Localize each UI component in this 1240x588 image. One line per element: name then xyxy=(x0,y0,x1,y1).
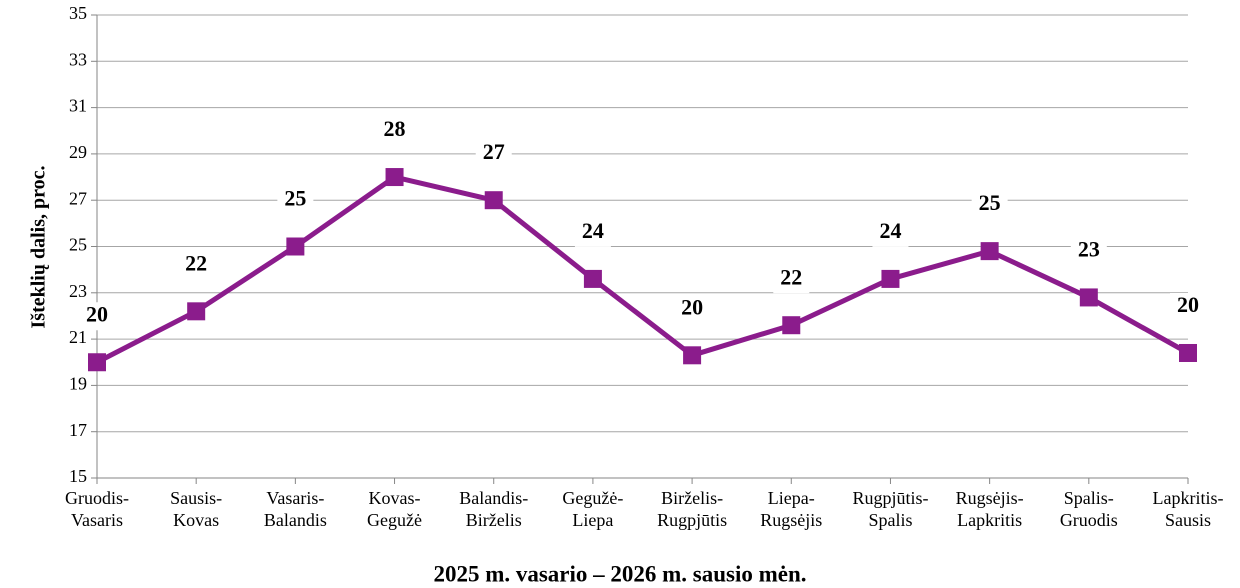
marker xyxy=(980,242,999,261)
data-label-bg xyxy=(674,295,711,324)
y-tick-label: 19 xyxy=(69,374,87,394)
x-tick-label: Balandis xyxy=(264,510,327,530)
data-label: 22 xyxy=(780,264,802,289)
x-tick-label: Rugsėjis xyxy=(760,510,822,530)
marker xyxy=(1079,288,1098,307)
data-label-bg xyxy=(178,251,215,280)
y-tick-label: 25 xyxy=(69,235,87,255)
data-label-bg xyxy=(1070,237,1107,266)
x-tick-label: Birželis- xyxy=(661,488,723,508)
x-tick-label: Liepa- xyxy=(768,488,815,508)
marker xyxy=(782,316,801,335)
data-label-bg xyxy=(1170,292,1206,321)
y-tick-label: 35 xyxy=(69,3,87,23)
y-tick-label: 31 xyxy=(69,96,87,116)
data-label: 23 xyxy=(1078,236,1100,261)
data-label: 20 xyxy=(681,294,703,319)
data-label-bg xyxy=(971,191,1008,220)
data-label-bg xyxy=(872,218,909,247)
marker xyxy=(286,237,305,256)
data-label: 20 xyxy=(86,301,108,326)
x-axis-title: 2025 m. vasario – 2026 m. sausio mėn. xyxy=(433,561,806,586)
x-tick-label: Rugpjūtis xyxy=(657,510,727,530)
data-label: 20 xyxy=(1177,292,1199,317)
x-tick-label: Gruodis- xyxy=(65,488,129,508)
y-tick-label: 23 xyxy=(69,281,87,301)
data-label-bg xyxy=(574,218,611,247)
x-tick-label: Kovas xyxy=(173,510,219,530)
y-tick-label: 17 xyxy=(69,420,87,440)
data-label-bg xyxy=(376,117,413,146)
data-label: 27 xyxy=(483,139,505,164)
data-label: 25 xyxy=(284,186,306,211)
marker xyxy=(187,302,206,321)
x-tick-label: Gruodis xyxy=(1060,510,1118,530)
x-tick-label: Birželis xyxy=(466,510,522,530)
marker xyxy=(484,191,503,210)
x-tick-label: Gegužė- xyxy=(562,488,623,508)
x-tick-label: Spalis- xyxy=(1064,488,1114,508)
data-label-bg xyxy=(475,140,512,169)
data-label: 28 xyxy=(384,116,406,141)
data-line xyxy=(95,174,1190,365)
x-tick-label: Balandis- xyxy=(459,488,528,508)
data-label-bg xyxy=(773,265,810,294)
x-tick-label: Sausis xyxy=(1165,510,1211,530)
x-tick-label: Lapkritis- xyxy=(1153,488,1224,508)
y-tick-label: 29 xyxy=(69,142,87,162)
y-tick-label: 33 xyxy=(69,49,87,69)
data-label: 24 xyxy=(582,218,604,243)
marker xyxy=(1179,343,1197,362)
data-label-bg xyxy=(79,302,115,331)
y-axis-title: Išteklių dalis, proc. xyxy=(28,166,50,329)
marker xyxy=(683,346,702,365)
x-tick-label: Sausis- xyxy=(170,488,222,508)
x-tick-label: Rugsėjis- xyxy=(956,488,1024,508)
x-tick-label: Spalis xyxy=(868,510,912,530)
x-tick-label: Kovas- xyxy=(369,488,421,508)
data-label: 22 xyxy=(185,250,207,275)
data-label-bg xyxy=(277,186,314,215)
y-tick-label: 15 xyxy=(69,466,87,486)
x-tick-label: Lapkritis xyxy=(957,510,1022,530)
marker xyxy=(881,269,900,288)
x-tick-label: Vasaris xyxy=(71,510,123,530)
marker xyxy=(88,353,106,372)
x-tick-label: Vasaris- xyxy=(266,488,324,508)
data-label: 24 xyxy=(879,218,901,243)
data-label: 25 xyxy=(979,190,1001,215)
x-tick-label: Gegužė xyxy=(367,510,422,530)
marker xyxy=(583,269,602,288)
y-tick-label: 27 xyxy=(69,188,87,208)
x-tick-label: Rugpjūtis- xyxy=(852,488,928,508)
marker xyxy=(385,168,404,187)
y-tick-label: 21 xyxy=(69,327,87,347)
x-tick-label: Liepa xyxy=(572,510,613,530)
